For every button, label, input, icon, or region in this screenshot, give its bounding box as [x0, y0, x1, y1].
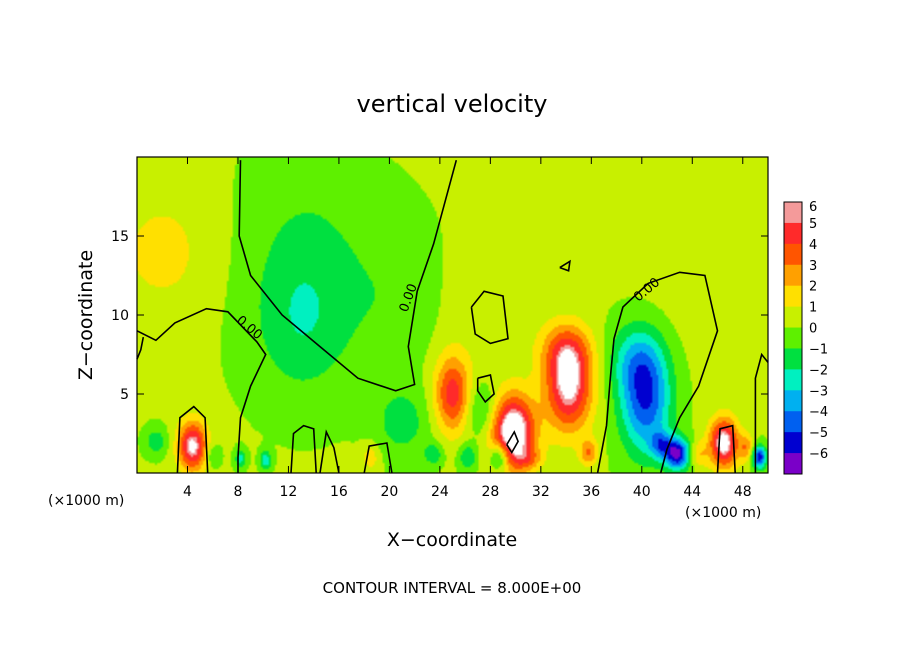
colorbar-swatch — [784, 453, 802, 475]
colorbar-label: −2 — [809, 363, 828, 378]
zero-contour-line — [319, 429, 340, 474]
x-ticks: 4 8 12 16 20 24 28 32 36 40 44 48 — [183, 157, 752, 500]
colorbar-label: 0 — [809, 322, 817, 337]
zero-contour-line — [136, 336, 145, 360]
x-unit-label-left: (×1000 m) — [48, 493, 124, 509]
x-tick-label: 48 — [734, 484, 752, 500]
zero-contour-line — [290, 424, 317, 474]
colorbar-swatch — [784, 202, 802, 224]
colorbar-swatch — [784, 222, 802, 245]
colorbar-label: −5 — [809, 426, 828, 441]
x-tick-label: 36 — [582, 484, 600, 500]
plot-area: 0.000.00 0.00 4 8 12 16 20 24 28 32 36 40 44 48 5101… — [111, 156, 769, 500]
colorbar-swatch — [784, 348, 802, 370]
colorbar-swatch — [784, 243, 802, 266]
colorbar-frame — [783, 201, 803, 475]
zero-contour-line — [596, 271, 719, 474]
contour-interval-text: CONTOUR INTERVAL = 8.000E+00 — [323, 579, 582, 597]
colorbar-swatch — [784, 411, 802, 433]
y-tick-label: 15 — [111, 229, 129, 245]
colorbar-swatch — [784, 432, 802, 454]
colorbar-label: 3 — [809, 259, 817, 274]
zero-contour-line — [176, 405, 209, 474]
colorbar-swatch — [784, 264, 802, 287]
colorbar-label: −3 — [809, 384, 828, 399]
x-tick-label: 28 — [481, 484, 499, 500]
colorbar-label: 2 — [809, 280, 817, 295]
colorbar-label: −6 — [809, 447, 828, 462]
x-tick-label: 32 — [532, 484, 550, 500]
zero-contours — [136, 159, 769, 474]
zero-contour-line — [476, 374, 495, 404]
x-axis-title: X−coordinate — [387, 529, 517, 551]
x-tick-label: 12 — [280, 484, 298, 500]
colorbar: 6 5 4 3 2 1 0 −1 −2 −3 −4 −5 −6 — [783, 200, 828, 475]
colorbar-swatch — [784, 285, 802, 308]
zero-contour-line — [470, 290, 509, 345]
x-tick-label: 44 — [683, 484, 701, 500]
y-tick-label: 5 — [120, 387, 129, 403]
zero-contour-line — [238, 159, 458, 392]
colorbar-swatch — [784, 390, 802, 412]
x-tick-label: 8 — [233, 484, 242, 500]
y-axis-title: Z−coordinate — [75, 250, 97, 380]
x-tick-label: 4 — [183, 484, 192, 500]
chart-title: vertical velocity — [357, 90, 548, 118]
x-unit-label-right: (×1000 m) — [685, 505, 761, 521]
zero-contour-line — [754, 352, 769, 473]
colorbar-swatch — [784, 327, 802, 349]
colorbar-label: −1 — [809, 342, 828, 357]
colorbar-label: 6 — [809, 200, 817, 215]
y-tick-label: 10 — [111, 308, 129, 324]
x-tick-label: 16 — [330, 484, 348, 500]
velocity-field — [137, 157, 768, 473]
colorbar-label: −4 — [809, 405, 828, 420]
zero-contour-line — [506, 430, 519, 455]
y-ticks: 5 10 15 — [111, 229, 768, 403]
colorbar-swatch — [784, 369, 802, 391]
zero-contour-line — [136, 307, 267, 473]
zero-contour-line — [716, 424, 736, 474]
colorbar-label: 4 — [809, 238, 817, 253]
x-tick-label: 24 — [431, 484, 449, 500]
zero-contour-line — [559, 259, 571, 272]
x-tick-label: 20 — [380, 484, 398, 500]
colorbar-label: 1 — [809, 301, 817, 316]
x-tick-label: 40 — [633, 484, 651, 500]
colorbar-swatch — [784, 306, 802, 329]
colorbar-label: 5 — [809, 217, 817, 232]
zero-contour-line — [363, 442, 393, 474]
